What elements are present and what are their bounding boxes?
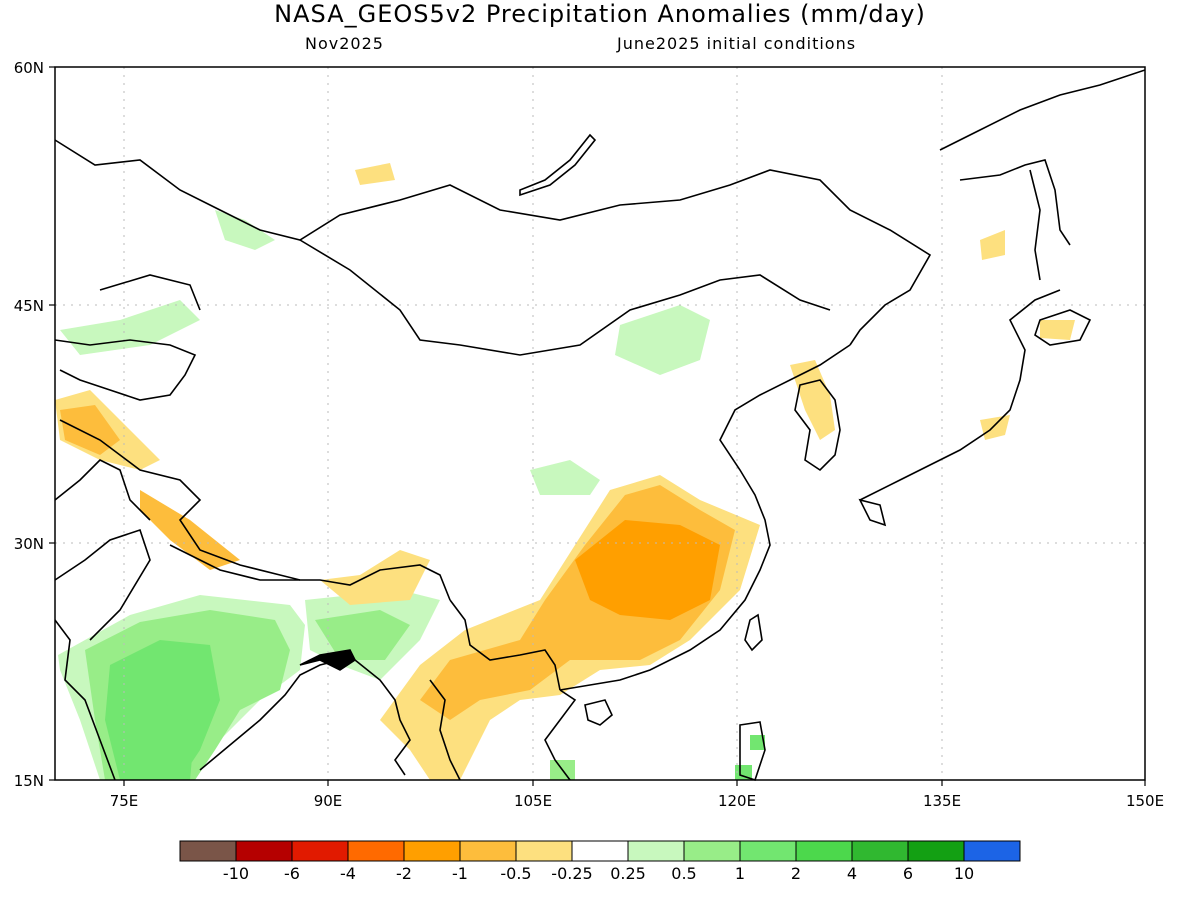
india-wet-strong (120, 700, 195, 780)
cb-label: 4 (846, 864, 858, 883)
colorbar-swatch (235, 840, 293, 862)
hokkaido-dry (1040, 320, 1075, 340)
hainan (584, 699, 613, 726)
lat-label-60n: 60N (14, 59, 44, 77)
china-sw-border (449, 599, 561, 691)
colorbar-swatch (571, 840, 629, 862)
colorbar-swatch (291, 840, 349, 862)
lon-label-75e: 75E (110, 792, 139, 810)
tibet-himalaya (59, 419, 451, 601)
okhotsk-coast (959, 159, 1071, 246)
lat-label-15n: 15N (14, 772, 44, 790)
colorbar-swatch (403, 840, 461, 862)
taiwan-wet (750, 735, 765, 750)
afghan-pak-border (54, 459, 151, 521)
colorbar-swatch (963, 840, 1021, 862)
cb-label: -2 (396, 864, 412, 883)
lon-label-90e: 90E (314, 792, 343, 810)
taiwan (744, 613, 763, 652)
tibet-dry (320, 550, 430, 605)
map-title: NASA_GEOS5v2 Precipitation Anomalies (mm… (274, 0, 926, 28)
colorbar-swatch (795, 840, 853, 862)
hokkaido (1034, 309, 1092, 346)
japan (859, 289, 1061, 501)
myanmar-coast (354, 659, 411, 776)
kamchatka-coast (939, 69, 1146, 151)
china-coast (559, 344, 851, 691)
lon-label-135e: 135E (923, 792, 961, 810)
vietnam-coast (544, 689, 577, 781)
siberia-dry (355, 163, 395, 185)
graticule (55, 67, 1145, 780)
kazakh-wet (215, 210, 275, 250)
india-nepal-border (169, 544, 300, 581)
cb-label: 10 (953, 864, 975, 883)
india-coast (54, 619, 116, 781)
korea (794, 379, 841, 472)
cb-label: -6 (284, 864, 300, 883)
pakistan-dry-mid (60, 405, 120, 455)
indochina (429, 679, 461, 781)
central-asia-wet (60, 300, 200, 355)
cb-label: -4 (340, 864, 356, 883)
cb-label: 1 (734, 864, 746, 883)
cb-label: -0.25 (551, 864, 593, 883)
japan-dry (980, 415, 1010, 440)
colorbar-swatch (179, 840, 237, 862)
luzon (739, 721, 766, 782)
lon-label-150e: 150E (1126, 792, 1164, 810)
anomaly-shading (55, 163, 1075, 780)
china-north-wet (530, 460, 600, 495)
lon-label-120e: 120E (718, 792, 756, 810)
korea-dry (790, 360, 835, 440)
china-dry-core (575, 520, 720, 620)
cb-label: 2 (790, 864, 802, 883)
axis-ticks (49, 66, 1146, 786)
india-east-coast (199, 659, 341, 771)
mongolia-border (299, 239, 831, 356)
cb-label: 0.25 (610, 864, 646, 883)
cb-label: 0.5 (671, 864, 697, 883)
colorbar-swatch (515, 840, 573, 862)
mongolia-wet (615, 305, 710, 375)
sakhalin (1029, 169, 1041, 281)
cb-label: -10 (222, 864, 250, 883)
cb-label: 6 (902, 864, 914, 883)
colorbar-swatch (683, 840, 741, 862)
cb-label: -0.5 (500, 864, 532, 883)
lat-label-45n: 45N (14, 297, 44, 315)
colorbar-swatch (851, 840, 909, 862)
caspian-aral (54, 339, 197, 401)
subtitle-init: June2025 initial conditions (617, 34, 857, 53)
kazakh-south (99, 274, 201, 311)
kyushu (858, 498, 887, 527)
colorbar-swatch (627, 840, 685, 862)
bengal-wet-mid (315, 610, 410, 660)
cb-label: -1 (452, 864, 468, 883)
sakhalin-dry (980, 230, 1005, 260)
map-frame (54, 66, 1146, 781)
coastlines (54, 69, 1146, 782)
colorbar-swatch (907, 840, 965, 862)
colorbar-swatch (347, 840, 405, 862)
subtitle-month: Nov2025 (305, 34, 384, 53)
colorbar-swatch (459, 840, 517, 862)
lat-label-30n: 30N (14, 535, 44, 553)
russia-border (54, 139, 932, 346)
india-west-border (54, 528, 151, 641)
himalaya-dry (140, 490, 240, 570)
colorbar-swatch (739, 840, 797, 862)
baikal (519, 133, 597, 197)
colorbar (179, 840, 1021, 862)
lon-label-105e: 105E (514, 792, 552, 810)
